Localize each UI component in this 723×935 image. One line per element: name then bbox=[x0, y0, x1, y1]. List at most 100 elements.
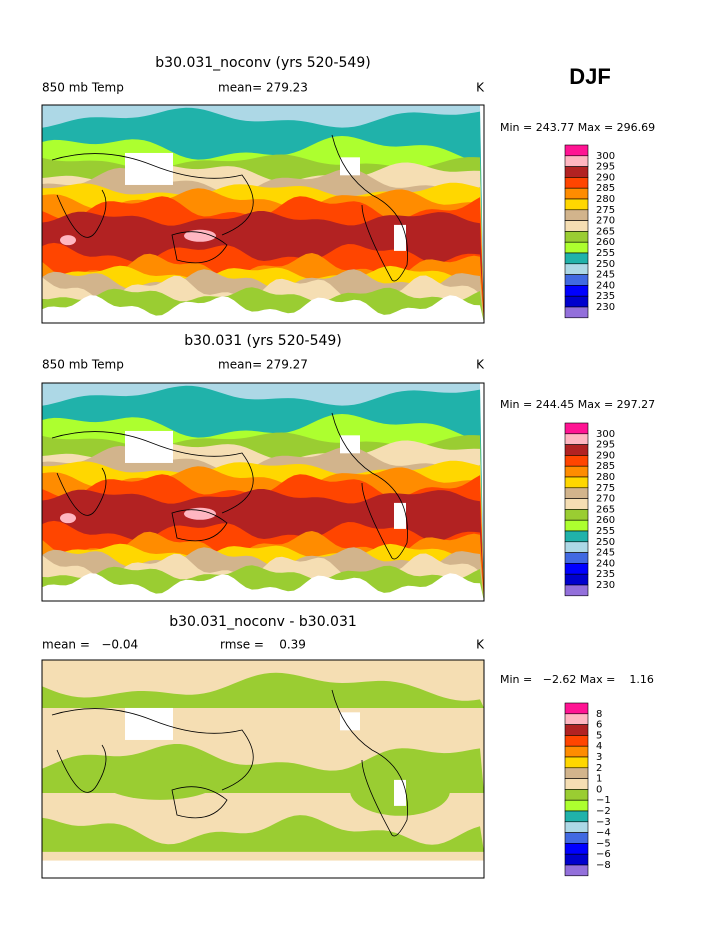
panel-title: b30.031_noconv (yrs 520-549) bbox=[155, 55, 370, 71]
map-fill bbox=[42, 105, 484, 323]
colorbar-label: 235 bbox=[596, 291, 615, 302]
colorbar-box bbox=[564, 552, 589, 564]
colorbar-box bbox=[564, 756, 589, 769]
map bbox=[41, 659, 485, 879]
colorbar-label: 0 bbox=[596, 784, 602, 795]
colorbar-box bbox=[564, 241, 589, 254]
coastline bbox=[51, 708, 254, 791]
colorbar-label: 250 bbox=[596, 259, 615, 270]
colorbar-box bbox=[564, 465, 589, 478]
contour-band bbox=[42, 573, 484, 601]
missing-data bbox=[394, 224, 406, 251]
colorbar-box bbox=[564, 285, 589, 297]
contour-band bbox=[42, 815, 484, 852]
colorbar-label: −5 bbox=[596, 838, 611, 849]
colorbar-box bbox=[564, 487, 589, 499]
colorbar-box bbox=[564, 220, 589, 232]
colorbar-label: 265 bbox=[596, 504, 615, 515]
missing-data bbox=[125, 707, 173, 740]
colorbar-label: 250 bbox=[596, 537, 615, 548]
coastline bbox=[56, 189, 107, 238]
colorbar-box bbox=[564, 455, 589, 467]
colorbar-box bbox=[564, 832, 589, 844]
colorbar-box bbox=[564, 810, 589, 823]
colorbar-box bbox=[564, 187, 589, 200]
colorbar-label: 245 bbox=[596, 548, 615, 559]
colorbar-box bbox=[564, 144, 589, 157]
colorbar-label: 240 bbox=[596, 280, 615, 291]
colorbar-label: −2 bbox=[596, 806, 611, 817]
contour-patch bbox=[60, 235, 76, 246]
colorbar-box bbox=[564, 231, 589, 243]
contour-patch bbox=[100, 759, 220, 800]
colorbar-box bbox=[564, 295, 589, 308]
missing-data bbox=[340, 435, 360, 454]
colorbar-box bbox=[564, 735, 589, 747]
colorbar-label: 230 bbox=[596, 302, 615, 313]
range-label: Min = 243.77 Max = 296.69 bbox=[500, 121, 655, 134]
coastline bbox=[171, 509, 228, 542]
colorbar-label: 3 bbox=[596, 752, 602, 763]
left-label: mean = −0.04 bbox=[42, 638, 138, 652]
center-label: mean= 279.27 bbox=[218, 358, 308, 372]
colorbar-label: 290 bbox=[596, 172, 615, 183]
center-label: rmse = 0.39 bbox=[220, 638, 306, 652]
colorbar-box bbox=[564, 853, 589, 866]
contour-patch bbox=[60, 513, 76, 524]
missing-data bbox=[394, 502, 406, 529]
colorbar-box bbox=[564, 155, 589, 167]
colorbar-label: 260 bbox=[596, 515, 615, 526]
colorbar-label: 270 bbox=[596, 216, 615, 227]
colorbar-box bbox=[564, 519, 589, 532]
missing-data bbox=[125, 430, 173, 463]
colorbar-label: 1 bbox=[596, 774, 602, 785]
coastline bbox=[331, 412, 408, 560]
colorbar-box bbox=[564, 724, 589, 736]
colorbar-label: 290 bbox=[596, 450, 615, 461]
coastline bbox=[51, 153, 254, 236]
colorbar-box bbox=[564, 444, 589, 456]
colorbar-label: 235 bbox=[596, 569, 615, 580]
coastline bbox=[51, 431, 254, 514]
map bbox=[41, 382, 485, 602]
contour-patch bbox=[184, 507, 216, 520]
units-label: K bbox=[476, 81, 485, 95]
colorbar-box bbox=[564, 263, 589, 275]
coastline bbox=[171, 786, 228, 819]
colorbar-box bbox=[564, 573, 589, 586]
coastline bbox=[171, 231, 228, 264]
colorbar-label: 6 bbox=[596, 720, 602, 731]
colorbar-label: 295 bbox=[596, 162, 615, 173]
colorbar-box bbox=[564, 799, 589, 812]
missing-data bbox=[125, 152, 173, 185]
map-frame bbox=[41, 382, 485, 602]
missing-data bbox=[42, 860, 484, 878]
contour-band bbox=[42, 295, 484, 323]
colorbar-label: 300 bbox=[596, 151, 615, 162]
colorbar-label: 295 bbox=[596, 440, 615, 451]
colorbar-label: 300 bbox=[596, 429, 615, 440]
colorbar-box bbox=[564, 530, 589, 543]
left-label: 850 mb Temp bbox=[42, 81, 124, 95]
colorbar-box bbox=[564, 702, 589, 715]
coastline bbox=[56, 467, 107, 516]
season-label: DJF bbox=[569, 64, 611, 89]
colorbar-label: 265 bbox=[596, 226, 615, 237]
map-frame bbox=[41, 659, 485, 879]
map bbox=[41, 104, 485, 324]
contour-band bbox=[42, 672, 484, 708]
colorbar-box bbox=[564, 433, 589, 445]
contour-patch bbox=[184, 229, 216, 242]
range-label: Min = −2.62 Max = 1.16 bbox=[500, 673, 654, 686]
colorbar-box bbox=[564, 778, 589, 790]
colorbar-box bbox=[564, 713, 589, 725]
colorbar-label: 4 bbox=[596, 741, 602, 752]
colorbar-box bbox=[564, 789, 589, 801]
coastline bbox=[331, 689, 408, 837]
colorbar-box bbox=[564, 476, 589, 489]
center-label: mean= 279.23 bbox=[218, 81, 308, 95]
missing-data bbox=[394, 779, 406, 806]
colorbar-box bbox=[564, 498, 589, 510]
colorbar-label: 260 bbox=[596, 237, 615, 248]
